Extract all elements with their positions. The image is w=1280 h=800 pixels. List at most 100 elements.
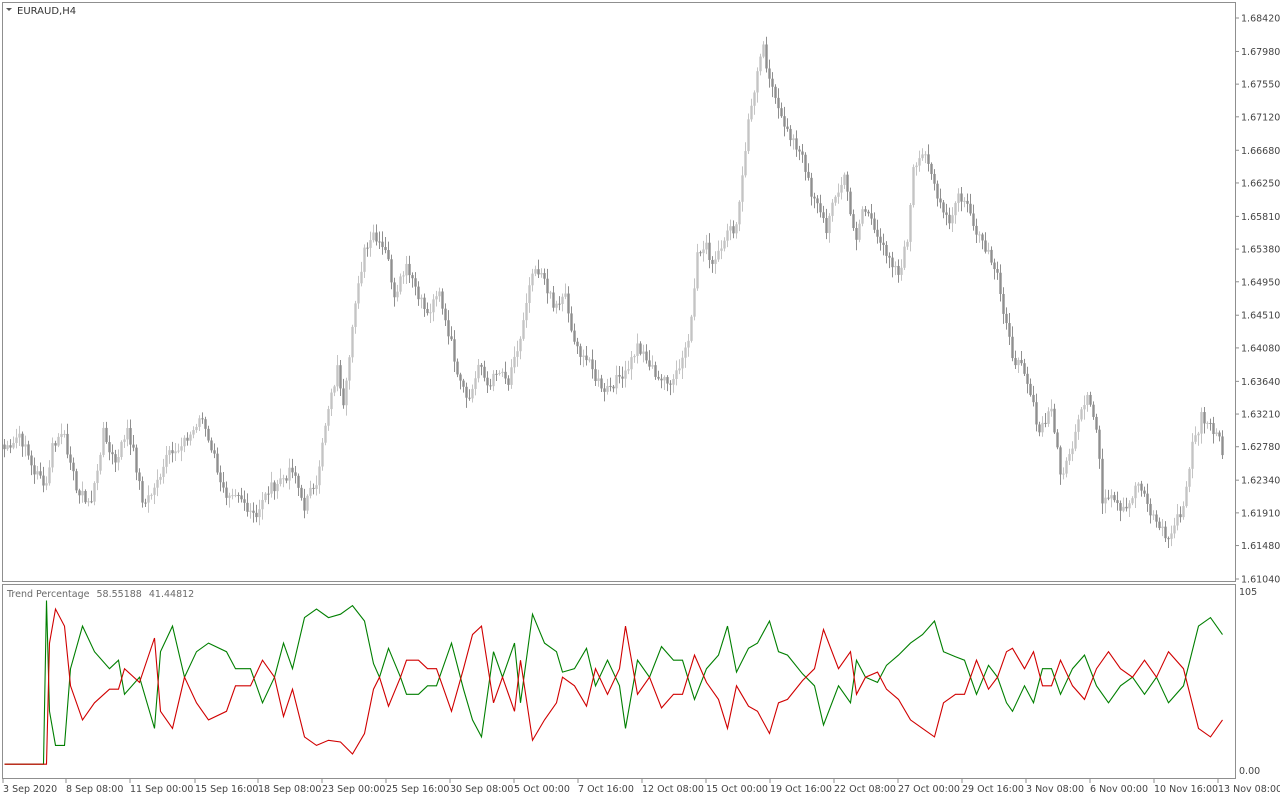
candle-body (639, 343, 642, 354)
candle-body (258, 509, 261, 518)
candle (1125, 497, 1128, 512)
candle (585, 346, 588, 366)
candle-body (288, 467, 291, 481)
candle (399, 273, 402, 295)
candle-body (561, 296, 564, 305)
candle (1026, 366, 1029, 394)
candle-body (30, 455, 33, 466)
candle (837, 183, 840, 204)
candle (939, 188, 942, 209)
candle-body (909, 205, 912, 242)
candle (963, 197, 966, 208)
candle (597, 369, 600, 387)
candle (927, 144, 930, 172)
candle (1008, 313, 1011, 346)
candle (1197, 431, 1200, 446)
candle (579, 343, 582, 366)
candle (993, 258, 996, 280)
candle (657, 370, 660, 381)
price-tick-label: 1.62340 (1241, 476, 1280, 487)
candle (804, 152, 807, 181)
candle (1005, 307, 1008, 330)
candle-body (603, 388, 606, 392)
candle-body (408, 263, 411, 276)
candle-body (444, 308, 447, 321)
candle (537, 259, 540, 278)
candle-body (111, 452, 114, 455)
candle-body (1005, 313, 1008, 324)
candle (1053, 403, 1056, 435)
candle-body (339, 365, 342, 389)
candle (771, 72, 774, 98)
candle-body (615, 375, 618, 389)
candle (402, 271, 405, 284)
candle-body (294, 472, 297, 476)
candle-body (108, 442, 111, 453)
candle-body (558, 303, 561, 305)
candle (291, 458, 294, 479)
candle-body (519, 338, 522, 352)
candle-body (216, 453, 219, 473)
price-panel-frame (2, 2, 1236, 582)
candle-body (1056, 432, 1059, 448)
price-tick-label: 1.64080 (1241, 343, 1280, 354)
candle (870, 203, 873, 225)
candle (525, 293, 528, 328)
candle (798, 145, 801, 161)
candle (1164, 521, 1167, 543)
candle-body (516, 351, 519, 357)
candle-body (951, 215, 954, 224)
time-tick-label: 8 Sep 08:00 (66, 784, 123, 795)
candle (990, 246, 993, 266)
candle (633, 354, 636, 363)
candle-body (1221, 436, 1224, 456)
candle (708, 233, 711, 269)
candle (63, 430, 66, 438)
symbol-header[interactable]: EURAUD,H4 (6, 6, 76, 17)
candle (759, 53, 762, 76)
candle-body (597, 378, 600, 382)
candle-body (417, 286, 420, 300)
candle (294, 465, 297, 484)
candle-body (657, 376, 660, 379)
candle (1071, 441, 1074, 462)
candle-body (705, 242, 708, 250)
candle-body (795, 138, 798, 150)
candle (495, 369, 498, 382)
candle (84, 489, 87, 504)
candle (321, 437, 324, 471)
candle-body (801, 151, 804, 155)
symbol-label: EURAUD,H4 (17, 6, 76, 17)
candle (909, 203, 912, 252)
candle (690, 314, 693, 343)
candle (1089, 391, 1092, 407)
candle-body (546, 278, 549, 294)
candle (891, 251, 894, 278)
candle-body (237, 494, 240, 496)
candle (684, 342, 687, 368)
candle-body (204, 419, 207, 429)
candle (1110, 489, 1113, 508)
candle-body (390, 259, 393, 283)
candle (48, 460, 51, 486)
candle-body (552, 292, 555, 308)
candle (765, 36, 768, 73)
candle-body (1047, 411, 1050, 424)
candle (1215, 428, 1218, 437)
candle-body (1113, 495, 1116, 501)
candle (1191, 433, 1194, 479)
candle (543, 268, 546, 285)
candle-body (264, 493, 267, 500)
candle (903, 240, 906, 271)
candle-body (852, 214, 855, 228)
candle-body (345, 380, 348, 406)
candle-body (762, 44, 765, 57)
candle-body (1125, 506, 1128, 509)
dropdown-triangle-icon[interactable] (6, 8, 12, 11)
candle-body (450, 336, 453, 340)
candle (339, 359, 342, 396)
candle (318, 460, 321, 494)
candle-body (501, 371, 504, 374)
candle-body (75, 471, 78, 491)
candle (111, 444, 114, 465)
